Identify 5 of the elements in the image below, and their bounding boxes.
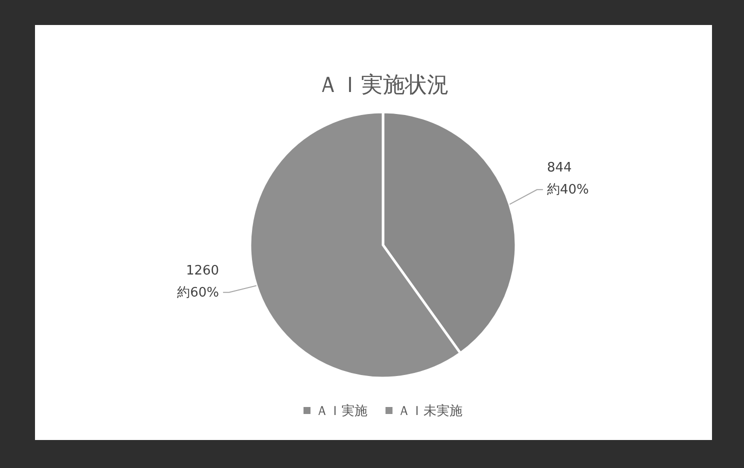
legend-label: ＡＩ実施 bbox=[316, 403, 368, 419]
legend-label: ＡＩ未実施 bbox=[398, 403, 462, 419]
data-label: 1260 約60% bbox=[177, 263, 220, 300]
chart-title: ＡＩ実施状況 bbox=[317, 73, 449, 98]
data-label: 844 約40% bbox=[546, 160, 589, 198]
